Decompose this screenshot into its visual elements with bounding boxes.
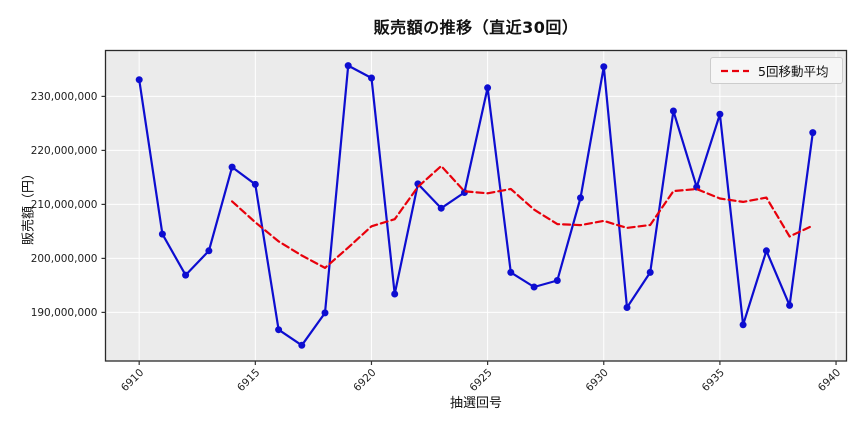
x-tick-label: 6910 (119, 367, 146, 394)
y-tick-label: 220,000,000 (31, 145, 98, 157)
data-point (762, 247, 770, 255)
data-point (623, 304, 631, 311)
data-point (507, 268, 515, 276)
moving-average-line (231, 164, 814, 269)
data-point (600, 63, 608, 71)
data-point (228, 163, 236, 171)
data-point (646, 268, 654, 276)
data-point (530, 283, 538, 291)
x-axis-label: 抽選回号 (449, 396, 502, 411)
data-point (391, 290, 399, 298)
data-point (344, 62, 352, 70)
data-point (809, 129, 817, 137)
data-point (135, 76, 143, 84)
y-ticks: 190,000,000 200,000,000 210,000,000 220,000… (31, 91, 106, 319)
y-tick-label: 230,000,000 (31, 91, 98, 103)
x-ticks: 6910 6915 6920 6925 6930 6935 6940 (119, 361, 843, 394)
data-point (553, 277, 561, 284)
data-point (437, 204, 445, 212)
data-point (158, 230, 166, 238)
legend-dashed-line-icon (721, 69, 749, 72)
data-point (205, 247, 213, 255)
y-tick-label: 210,000,000 (31, 199, 98, 211)
x-tick-label: 6930 (583, 367, 610, 394)
data-point (577, 194, 584, 202)
data-point (739, 321, 747, 329)
data-point (321, 309, 329, 317)
plot-area (105, 50, 847, 361)
x-tick-label: 6920 (351, 367, 378, 394)
x-tick-label: 6935 (700, 367, 727, 394)
y-axis-label: 販売額（円） (21, 166, 37, 246)
data-point (716, 110, 724, 118)
data-point (251, 180, 259, 188)
y-tick-label: 200,000,000 (31, 253, 98, 265)
data-point (669, 107, 677, 115)
chart-title: 販売額の推移（直近30回） (373, 18, 579, 37)
sales-line (138, 64, 814, 347)
data-points (135, 62, 817, 349)
legend: 5回移動平均 (710, 57, 843, 84)
data-point (484, 84, 492, 92)
data-point (786, 301, 794, 309)
x-tick-label: 6915 (235, 367, 262, 394)
data-point (368, 74, 375, 82)
legend-label: 5回移動平均 (758, 64, 829, 79)
x-tick-label: 6925 (467, 367, 494, 394)
x-tick-label: 6940 (816, 367, 843, 394)
plot-border (104, 49, 848, 362)
y-tick-label: 190,000,000 (31, 307, 98, 319)
data-point (182, 271, 190, 279)
data-point (275, 326, 283, 334)
data-point (298, 341, 306, 349)
